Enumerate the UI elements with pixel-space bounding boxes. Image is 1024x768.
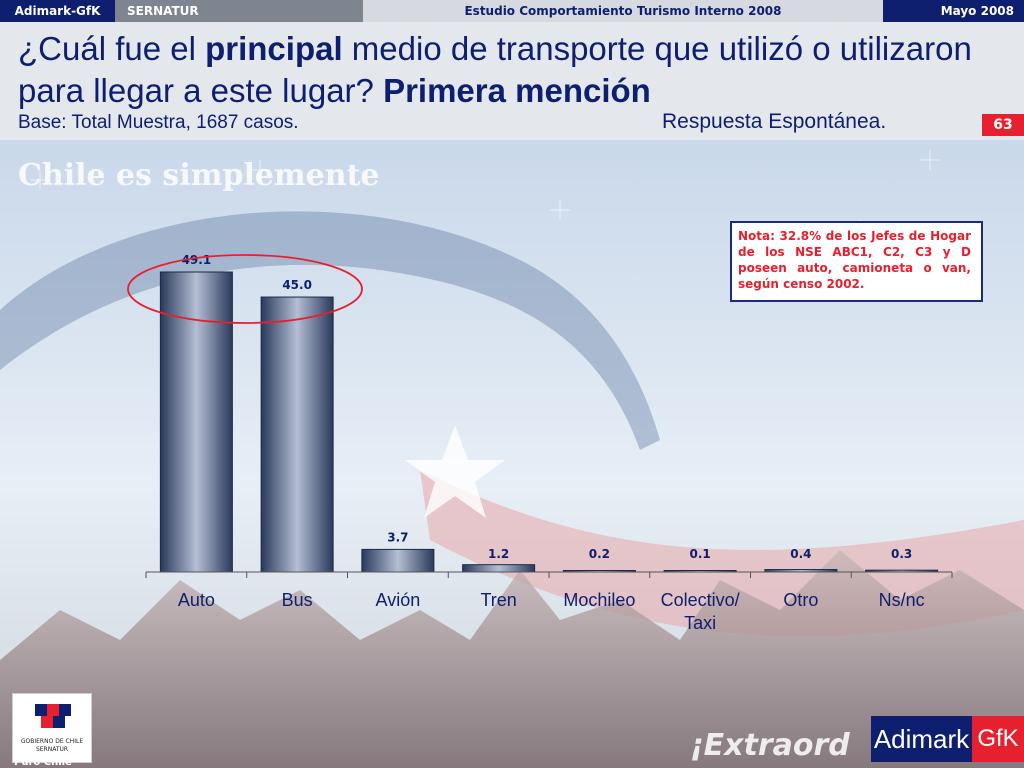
value-label: 45.0 — [282, 278, 312, 292]
top-bar: Adimark-GfK SERNATUR Estudio Comportamie… — [0, 0, 1024, 22]
category-label: Ns/nc — [879, 590, 925, 610]
title-bold-1: principal — [205, 30, 343, 67]
value-label: 3.7 — [387, 530, 408, 544]
response-type: Respuesta Espontánea. — [662, 110, 887, 133]
bar-chart: 49.145.03.71.2 0.2 0.1 0.4 0.3 Auto Bus Avión T… — [127, 253, 953, 633]
census-note: Nota: 32.8% de los Jefes de Hogar de los… — [730, 221, 983, 302]
bar-3 — [361, 548, 435, 573]
adimark-logo-text: Adimark — [871, 716, 972, 762]
client-label: SERNATUR — [115, 0, 363, 22]
category-label: Avión — [376, 590, 421, 610]
value-label: 1.2 — [488, 547, 509, 561]
tagline-text: ¡Extraord — [690, 728, 850, 763]
slide-title: ¿Cuál fue el principal medio de transpor… — [18, 28, 978, 112]
chile-emblem-icon — [35, 704, 71, 728]
adimark-gfk-logo: Adimark GfK — [871, 716, 1024, 762]
category-label: Tren — [480, 590, 516, 610]
category-label: Auto — [178, 590, 215, 610]
bar-1 — [159, 271, 233, 573]
gob-sub-label: SERNATUR — [35, 746, 69, 753]
category-label: Bus — [282, 590, 313, 610]
value-label: 0.2 — [589, 547, 610, 561]
watermark-text: Chile es simplemente — [18, 158, 380, 193]
brand-label: Adimark-GfK — [0, 0, 115, 22]
category-label: Otro — [783, 590, 818, 610]
title-text-2: medio de transporte que utilizó o utiliz… — [18, 30, 972, 109]
base-note: Base: Total Muestra, 1687 casos. — [18, 112, 299, 133]
study-title: Estudio Comportamiento Turismo Interno 2… — [363, 0, 883, 22]
category-label: Mochileo — [563, 590, 635, 610]
gobierno-logo: GOBIERNO DE CHILE SERNATUR — [12, 693, 92, 763]
category-label: Taxi — [684, 613, 716, 633]
value-label: 0.1 — [689, 547, 710, 561]
value-label: 0.4 — [790, 547, 811, 561]
bar-2 — [260, 296, 334, 573]
title-bold-2: Primera mención — [383, 72, 651, 109]
highlight-ellipse — [127, 254, 363, 324]
title-text-1: ¿Cuál fue el — [18, 30, 206, 67]
gob-label: GOBIERNO DE CHILE — [20, 738, 84, 745]
bar-4 — [462, 564, 536, 573]
category-label: Colectivo/ — [661, 590, 740, 610]
page-number: 63 — [982, 114, 1024, 136]
slide-header: ¿Cuál fue el principal medio de transpor… — [0, 22, 1024, 140]
value-label: 0.3 — [891, 547, 912, 561]
gfk-logo-text: GfK — [972, 716, 1024, 762]
puro-chile-text: Puro Chile — [14, 757, 72, 768]
date-label: Mayo 2008 — [883, 0, 1024, 22]
